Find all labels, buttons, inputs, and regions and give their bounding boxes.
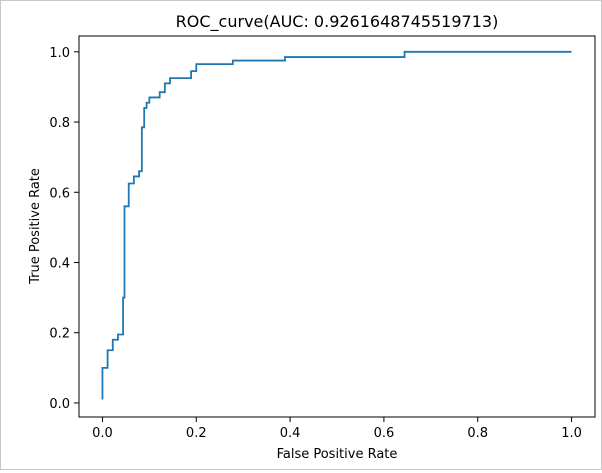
y-tick-label: 1.0 [49, 46, 70, 61]
y-axis-ticks: 0.0 0.2 0.4 0.6 0.8 1.0 [49, 46, 79, 412]
y-tick-label: 0.0 [49, 397, 70, 412]
y-tick-label: 0.4 [49, 256, 70, 271]
y-tick-label: 0.2 [49, 327, 70, 342]
x-tick-label: 0.6 [374, 426, 395, 441]
y-axis-label: True Positive Rate [28, 168, 43, 285]
x-tick-label: 0.0 [92, 426, 113, 441]
x-tick-label: 0.8 [467, 426, 488, 441]
x-axis-ticks: 0.0 0.2 0.4 0.6 0.8 1.0 [92, 417, 582, 441]
y-tick-label: 0.8 [49, 116, 70, 131]
x-tick-label: 1.0 [561, 426, 582, 441]
y-tick-label: 0.6 [49, 186, 70, 201]
chart-title: ROC_curve(AUC: 0.9261648745519713) [176, 12, 499, 32]
x-axis-label: False Positive Rate [277, 447, 398, 462]
x-tick-label: 0.4 [280, 426, 301, 441]
x-tick-label: 0.2 [186, 426, 207, 441]
plot-frame [78, 35, 596, 418]
roc-curve-line [101, 50, 572, 400]
